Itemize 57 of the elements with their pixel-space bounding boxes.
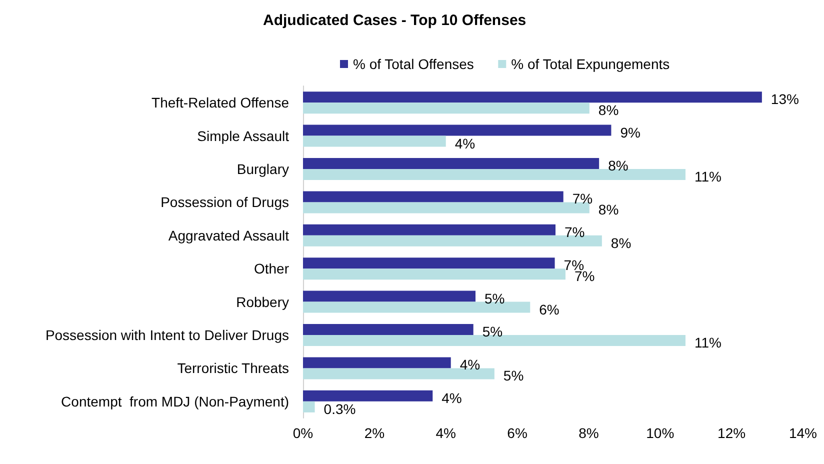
bar [303, 202, 590, 214]
y-tick-label: Terroristic Threats [177, 360, 289, 376]
bar [303, 290, 476, 302]
bar [303, 92, 762, 103]
data-label: 8% [610, 234, 632, 251]
y-tick-label: Aggravated Assault [168, 227, 290, 244]
bar [303, 368, 494, 380]
y-tick-label: Theft-Related Offense [152, 94, 290, 111]
bar [303, 102, 590, 114]
bar [303, 258, 555, 269]
data-label: 13% [770, 91, 799, 108]
data-label: 6% [539, 301, 560, 318]
y-tick-label: Burglary [236, 161, 289, 177]
data-label: 11% [694, 334, 722, 350]
y-tick-label: Possession of Drugs [160, 194, 289, 210]
bar [303, 158, 600, 169]
bar [303, 124, 612, 136]
x-tick-label: 2% [364, 425, 385, 441]
x-tick-label: 6% [507, 425, 528, 441]
bar [303, 169, 686, 180]
data-label: 5% [484, 290, 505, 306]
bar [303, 191, 564, 202]
x-tick-label: 10% [646, 425, 674, 441]
y-tick-label: Other [254, 260, 290, 277]
data-label: 7% [564, 224, 585, 240]
y-tick-label: Contempt from MDJ (Non-Payment) [61, 393, 289, 410]
data-label: 7% [572, 190, 593, 207]
data-label: 4% [454, 135, 476, 152]
y-tick-label: Possession with Intent to Deliver Drugs [45, 327, 289, 343]
chart-title: Adjudicated Cases - Top 10 Offenses [263, 12, 526, 29]
x-tick-label: 12% [718, 425, 746, 441]
bar [303, 268, 566, 280]
bar [303, 224, 556, 236]
x-tick-label: 8% [578, 425, 599, 441]
bar [303, 335, 686, 346]
y-tick-label: Robbery [236, 294, 289, 310]
y-tick-label: Simple Assault [197, 128, 290, 144]
bar [303, 401, 315, 412]
bar [303, 136, 446, 147]
data-label: 11% [694, 168, 722, 184]
data-label: 5% [503, 368, 524, 384]
data-label: 4% [442, 390, 462, 406]
data-label: 0.3% [324, 400, 356, 417]
data-label: 4% [460, 356, 480, 373]
x-tick-label: 14% [788, 425, 818, 441]
bar [303, 390, 433, 402]
x-tick-label: 4% [436, 425, 456, 441]
data-label: 9% [620, 124, 640, 140]
data-label: 8% [598, 102, 619, 118]
x-tick-label: 0% [292, 425, 314, 441]
data-label: 5% [482, 324, 503, 340]
legend-label: % of Total Offenses [353, 56, 474, 72]
data-label: 8% [608, 158, 628, 174]
legend-label: % of Total Expungements [511, 56, 670, 72]
data-label: 8% [598, 202, 619, 218]
bar [303, 357, 451, 368]
bar [303, 324, 474, 335]
